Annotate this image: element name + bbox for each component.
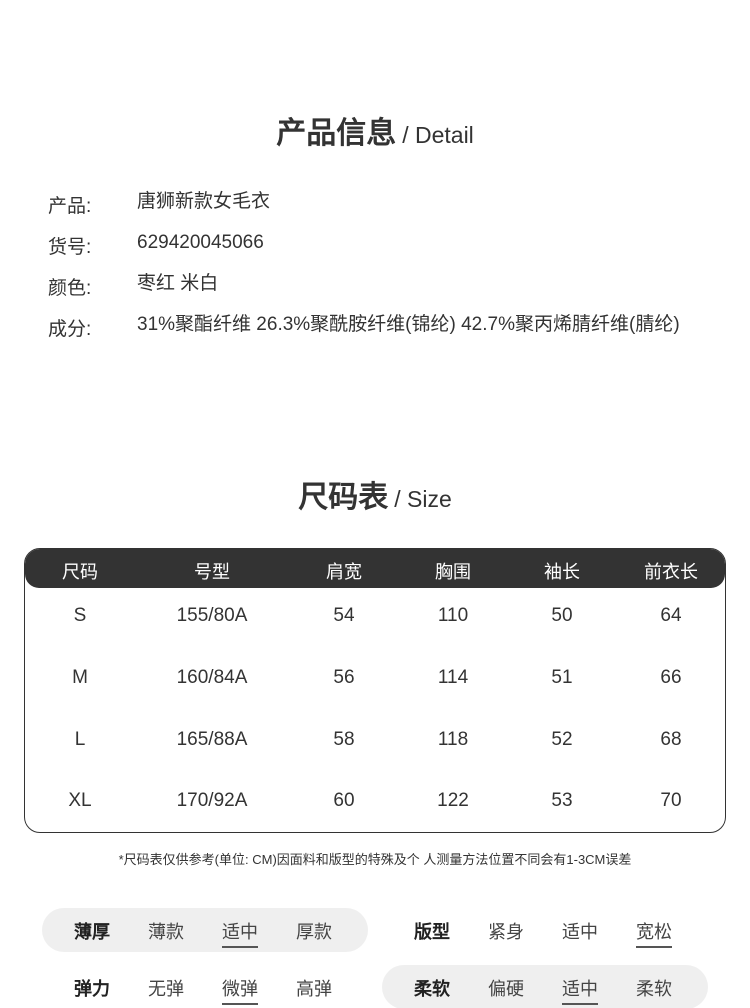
attribute-option-selected: 适中 <box>562 975 598 1005</box>
table-cell: 70 <box>660 790 682 811</box>
size-section-title: 尺码表 / Size <box>0 472 750 516</box>
table-row: M 160/84A 56 114 51 66 <box>25 667 725 697</box>
attribute-option-selected: 宽松 <box>636 918 672 948</box>
attribute-option-selected: 适中 <box>222 918 258 948</box>
attr-pill-softness <box>382 965 708 1008</box>
attribute-option-selected: 微弹 <box>222 975 258 1005</box>
table-cell: L <box>74 729 86 750</box>
size-table-header: 尺码 号型 肩宽 胸围 袖长 前衣长 <box>25 549 725 588</box>
table-cell: 56 <box>333 667 355 688</box>
attribute-label: 柔软 <box>414 979 450 999</box>
size-title-cn: 尺码表 <box>298 481 389 514</box>
attribute-label: 弹力 <box>74 979 110 999</box>
attr-pill-thickness <box>42 908 368 952</box>
column-header: 前衣长 <box>644 562 698 582</box>
detail-section-title: 产品信息 / Detail <box>0 108 750 152</box>
detail-title-en: / Detail <box>402 122 474 148</box>
attribute-option: 适中 <box>562 922 598 942</box>
table-cell: 52 <box>551 729 573 750</box>
table-cell: 64 <box>660 605 682 626</box>
column-header: 尺码 <box>62 562 98 582</box>
table-cell: 51 <box>551 667 573 688</box>
info-key: 货号: <box>48 237 92 258</box>
table-cell: 68 <box>660 729 682 750</box>
table-cell: 118 <box>437 729 469 750</box>
column-header: 肩宽 <box>326 562 362 582</box>
detail-title-cn: 产品信息 <box>276 117 397 150</box>
attribute-label: 薄厚 <box>74 922 110 942</box>
attribute-option: 薄款 <box>148 922 184 942</box>
table-cell: 122 <box>437 790 469 811</box>
table-cell: 58 <box>333 729 355 750</box>
column-header: 袖长 <box>544 562 580 582</box>
attribute-option: 无弹 <box>148 979 184 999</box>
table-cell: 170/92A <box>176 790 248 811</box>
attribute-option: 偏硬 <box>488 979 524 999</box>
attribute-option: 紧身 <box>488 922 524 942</box>
column-header: 号型 <box>194 562 230 582</box>
table-cell: 66 <box>660 667 682 688</box>
table-cell: 155/80A <box>176 605 248 626</box>
table-cell: 114 <box>437 667 469 688</box>
size-title-en: / Size <box>394 486 452 512</box>
size-table: 尺码 号型 肩宽 胸围 袖长 前衣长 S 155/80A 54 110 50 64 M 160/84A 5… <box>24 548 726 833</box>
attribute-option: 高弹 <box>296 979 332 999</box>
table-cell: 54 <box>333 605 355 626</box>
info-value: 629420045066 <box>137 232 264 253</box>
column-header: 胸围 <box>435 562 471 582</box>
info-key: 成分: <box>48 319 92 340</box>
attribute-option: 柔软 <box>636 979 672 999</box>
info-value: 枣红 米白 <box>137 273 219 294</box>
table-row: S 155/80A 54 110 50 64 <box>25 605 725 635</box>
table-cell: 160/84A <box>176 667 248 688</box>
table-cell: XL <box>68 790 92 811</box>
table-cell: M <box>72 667 88 688</box>
info-value: 31%聚酯纤维 26.3%聚酰胺纤维(锦纶) 42.7%聚丙烯腈纤维(腈纶) <box>137 314 680 335</box>
info-key: 颜色: <box>48 278 92 299</box>
size-note: *尺码表仅供参考(单位: CM)因面料和版型的特殊及个 人测量方法位置不同会有1… <box>118 852 632 867</box>
table-cell: 60 <box>333 790 355 811</box>
attribute-label: 版型 <box>414 922 450 942</box>
table-row: L 165/88A 58 118 52 68 <box>25 729 725 759</box>
table-cell: 50 <box>551 605 573 626</box>
table-cell: S <box>73 605 87 626</box>
attribute-option: 厚款 <box>296 922 332 942</box>
info-key: 产品: <box>48 196 92 217</box>
table-cell: 165/88A <box>176 729 248 750</box>
info-value: 唐狮新款女毛衣 <box>137 191 271 212</box>
table-row: XL 170/92A 60 122 53 70 <box>25 790 725 820</box>
table-cell: 110 <box>437 605 469 626</box>
table-cell: 53 <box>551 790 573 811</box>
